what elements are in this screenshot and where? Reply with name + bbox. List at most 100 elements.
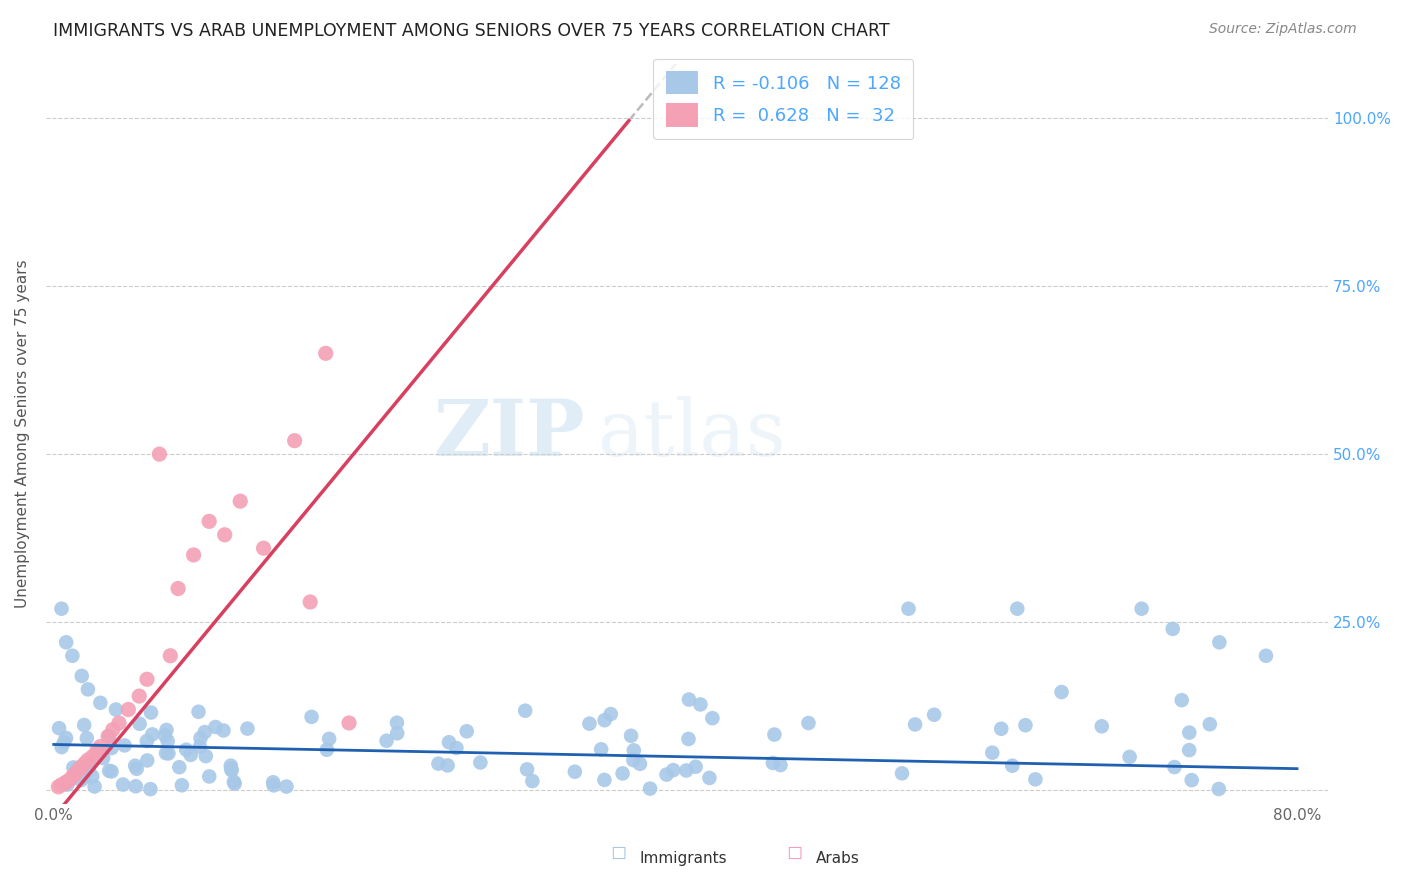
Point <box>763 727 786 741</box>
Point <box>125 762 148 776</box>
Point <box>76 731 98 746</box>
Point <box>77 753 100 767</box>
Point <box>169 760 191 774</box>
Point <box>128 716 150 731</box>
Point <box>77 761 100 775</box>
Text: ◻: ◻ <box>786 843 803 862</box>
Point <box>157 747 180 761</box>
Point <box>593 772 616 787</box>
Point <box>1178 725 1201 739</box>
Point <box>187 705 209 719</box>
Point <box>198 769 221 783</box>
Point <box>98 764 121 778</box>
Point <box>100 764 122 779</box>
Point <box>98 729 121 743</box>
Point <box>198 514 221 528</box>
Point <box>276 780 298 794</box>
Point <box>55 635 77 649</box>
Point <box>77 756 100 771</box>
Point <box>236 722 259 736</box>
Point <box>148 447 170 461</box>
Point <box>702 711 724 725</box>
Point <box>194 749 217 764</box>
Text: ◻: ◻ <box>610 843 627 862</box>
Point <box>73 718 96 732</box>
Point <box>159 648 181 663</box>
Point <box>188 739 211 754</box>
Point <box>1208 635 1230 649</box>
Point <box>678 731 700 746</box>
Point <box>301 710 323 724</box>
Point <box>284 434 307 448</box>
Point <box>599 707 621 722</box>
Point <box>219 762 242 776</box>
Point <box>55 775 77 789</box>
Point <box>470 756 492 770</box>
Point <box>891 766 914 780</box>
Point <box>1178 743 1201 757</box>
Point <box>108 716 131 731</box>
Point <box>638 781 661 796</box>
Point <box>762 756 785 770</box>
Point <box>224 776 246 790</box>
Point <box>981 746 1004 760</box>
Point <box>67 763 90 777</box>
Point <box>128 689 150 703</box>
Point <box>318 731 340 746</box>
Point <box>655 767 678 781</box>
Point <box>62 760 84 774</box>
Point <box>1163 760 1185 774</box>
Point <box>100 741 122 756</box>
Point <box>212 723 235 738</box>
Text: Immigrants: Immigrants <box>640 851 727 865</box>
Point <box>139 782 162 797</box>
Point <box>155 723 177 737</box>
Point <box>515 704 537 718</box>
Point <box>167 582 190 596</box>
Text: Source: ZipAtlas.com: Source: ZipAtlas.com <box>1209 22 1357 37</box>
Point <box>522 774 544 789</box>
Point <box>1254 648 1277 663</box>
Point <box>1118 750 1140 764</box>
Point <box>53 776 76 790</box>
Point <box>675 764 697 778</box>
Text: ZIP: ZIP <box>433 396 585 472</box>
Point <box>125 779 148 793</box>
Point <box>678 692 700 706</box>
Point <box>141 727 163 741</box>
Point <box>77 682 100 697</box>
Point <box>136 673 159 687</box>
Point <box>1024 772 1046 787</box>
Point <box>922 707 945 722</box>
Point <box>174 742 197 756</box>
Point <box>101 723 124 737</box>
Point <box>1050 685 1073 699</box>
Point <box>262 775 284 789</box>
Point <box>112 778 135 792</box>
Point <box>124 758 146 772</box>
Point <box>685 760 707 774</box>
Text: Arabs: Arabs <box>815 851 859 865</box>
Point <box>70 669 93 683</box>
Point <box>136 753 159 767</box>
Point <box>222 774 245 789</box>
Point <box>219 758 242 772</box>
Point <box>578 716 600 731</box>
Point <box>591 742 613 756</box>
Point <box>1091 719 1114 733</box>
Point <box>662 763 685 777</box>
Point <box>214 528 236 542</box>
Point <box>86 743 108 757</box>
Point <box>52 735 75 749</box>
Point <box>1170 693 1192 707</box>
Point <box>797 716 820 731</box>
Point <box>315 743 337 757</box>
Point <box>51 601 73 615</box>
Point <box>58 773 80 788</box>
Point <box>91 751 114 765</box>
Point <box>1198 717 1220 731</box>
Point <box>446 741 468 756</box>
Point <box>689 698 711 712</box>
Point <box>135 734 157 748</box>
Point <box>48 721 70 735</box>
